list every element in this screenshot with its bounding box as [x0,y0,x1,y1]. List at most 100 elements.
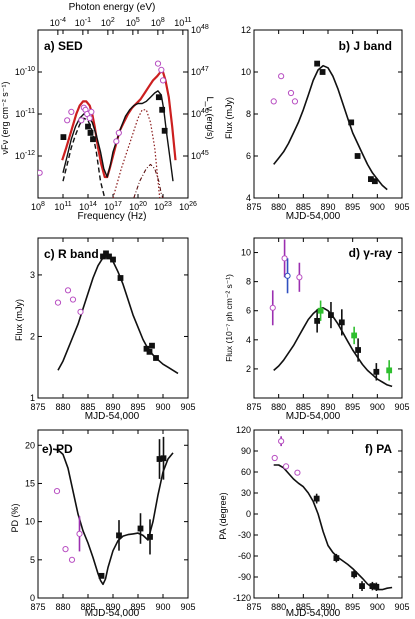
right-tick-label: 1048 [191,24,209,35]
data-point-filled [117,275,124,281]
x-tick-label: 885 [296,202,311,212]
data-point-filled [155,94,162,101]
y-tick-label: -60 [238,551,251,561]
model-curve [52,448,174,586]
data-point-open [76,530,83,537]
y-tick-label: 15 [25,478,35,488]
y-tick-label: 6 [246,306,251,316]
data-point-open [296,274,303,281]
jband-y-axis-label: Flux (mJy) [224,97,234,139]
gamma-plot-area: 875 880 885 890 895 900 905 2 4 6 8 10 [241,237,410,412]
sed-x-axis-label: Frequency (Hz) [78,211,147,222]
rband-y-axis-label: Flux (mJy) [14,299,24,341]
series-layer [269,239,393,388]
data-point-filled [153,355,159,361]
data-point-filled [359,583,365,590]
x-tick-label: 900 [155,602,170,612]
y-tick-label: 8 [246,109,251,119]
model-curve [57,255,179,375]
y-tick-label: 10-10 [15,66,35,77]
top-tick-label: 105 [126,17,140,28]
plot-frame [37,29,189,199]
x-tick-label: 875 [30,602,45,612]
x-tick-label: 900 [370,402,385,412]
x-tick-label: 900 [370,202,385,212]
data-point-open [278,438,285,445]
data-point-open [281,255,288,262]
data-point-filled [90,136,96,143]
data-point-filled [373,368,380,375]
sed-y-axis-label: νFν (erg cm⁻² s⁻¹) [0,82,10,155]
data-point-filled [314,318,321,324]
x-tick-label: 900 [155,402,170,412]
sed-right-axis-label: L_ν (erg/s) [205,96,215,139]
series-layer [270,60,388,191]
x-tick-label: 905 [394,202,409,212]
x-tick-label: 1023 [154,201,172,212]
x-tick-label: 905 [394,402,409,412]
rband-panel-label: c) R band [44,247,99,261]
data-point-filled [355,347,361,353]
data-point-filled [386,367,393,374]
y-tick-label: 0 [246,509,251,519]
data-point-filled [373,583,380,590]
data-point-open [68,556,76,563]
data-point-filled [351,571,358,578]
data-point-filled [371,178,378,185]
y-tick-label: 30 [241,488,251,498]
x-tick-label: 890 [320,202,335,212]
y-tick-label: 60 [241,467,251,477]
x-tick-label: 880 [55,602,70,612]
data-point-filled [137,525,144,532]
y-tick-label: -90 [238,572,251,582]
x-tick-label: 895 [345,602,360,612]
sed-panel-label: a) SED [44,39,83,53]
data-point-filled [146,348,153,355]
top-tick-label: 108 [151,17,165,28]
x-tick-label: 885 [296,402,311,412]
pd-y-axis-label: PD (%) [10,503,20,532]
x-tick-label: 885 [296,602,311,612]
data-point-open [86,115,93,122]
gamma-y-axis-label: Flux (10⁻⁷ ph cm⁻² s⁻¹) [224,274,234,362]
x-tick-label: 875 [246,202,261,212]
x-tick-label: 900 [370,602,385,612]
series-layer [271,436,393,591]
y-tick-label: 0 [30,593,35,603]
data-point-filled [351,332,358,339]
pa-y-axis-label: PA (degree) [218,492,228,539]
sed-model-dotted-ic [112,109,161,198]
data-point-open [88,108,95,116]
data-point-filled [110,256,116,263]
y-tick-label: 90 [241,446,251,456]
data-point-filled [328,312,334,318]
data-point-open [78,117,85,124]
top-tick-label: 1011 [174,17,191,28]
x-tick-label: 1011 [54,201,71,212]
x-tick-label: 895 [345,402,360,412]
y-tick-label: -30 [238,530,251,540]
x-tick-label: 905 [394,602,409,612]
rband-x-axis-label: MJD-54,000 [85,411,140,422]
x-tick-label: 1014 [79,201,97,212]
data-point-filled [161,127,168,134]
pa-plot-area: 875 880 885 890 895 900 905 -120 -90 -60 -30 0 30 60 9… [233,425,410,612]
pa-x-axis-label: MJD-54,000 [286,608,341,619]
sed-model-dashed-sync [62,117,106,198]
x-tick-label: 880 [271,202,286,212]
data-point-open [38,169,43,176]
data-point-filled [317,307,324,314]
data-point-open [68,108,75,116]
data-point-open [64,117,71,124]
panel-pa: 875 880 885 890 895 900 905 -120 -90 -60 -30 0 30 60 9… [218,425,410,619]
sed-top-axis-label: Photon energy (eV) [69,2,156,13]
y-tick-label: 10-11 [15,108,35,119]
data-point-filled [313,495,320,502]
series-layer [52,436,174,586]
y-tick-label: 4 [246,335,251,345]
x-tick-label: 890 [105,602,120,612]
pd-x-axis-label: MJD-54,000 [85,608,140,619]
x-tick-label: 880 [271,402,286,412]
data-point-filled [159,106,166,113]
data-point-open [53,487,61,495]
